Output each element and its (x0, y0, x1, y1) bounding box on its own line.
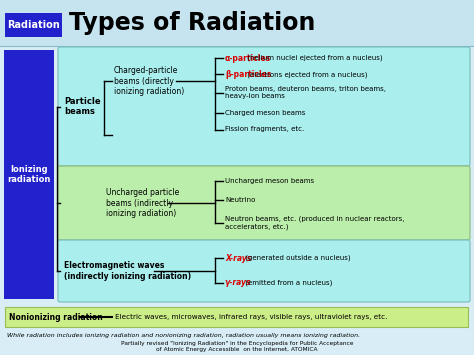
Text: (emitted from a nucleus): (emitted from a nucleus) (243, 279, 332, 286)
Text: Nonionizing radiation: Nonionizing radiation (9, 312, 103, 322)
Text: of Atomic Energy Accessible  on the Internet, ATOMICA: of Atomic Energy Accessible on the Inter… (156, 348, 318, 353)
Text: Fission fragments, etc.: Fission fragments, etc. (225, 126, 304, 132)
Text: β-particles: β-particles (225, 70, 272, 79)
Text: Uncharged particle
beams (indirectly
ionizing radiation): Uncharged particle beams (indirectly ion… (106, 188, 179, 218)
FancyBboxPatch shape (58, 47, 470, 166)
Text: Electromagnetic waves
(indirectly ionizing radiation): Electromagnetic waves (indirectly ionizi… (64, 261, 191, 281)
FancyBboxPatch shape (4, 50, 54, 299)
Text: Proton beams, deuteron beams, triton beams,
heavy-ion beams: Proton beams, deuteron beams, triton bea… (225, 86, 386, 99)
Text: While radiation includes ionizing radiation and nonionizing radiation, radiation: While radiation includes ionizing radiat… (7, 333, 360, 338)
FancyBboxPatch shape (58, 166, 470, 240)
Text: Neutron beams, etc. (produced in nuclear reactors,
accelerators, etc.): Neutron beams, etc. (produced in nuclear… (225, 215, 404, 230)
Text: Uncharged meson beams: Uncharged meson beams (225, 178, 314, 184)
Text: Particle
beams: Particle beams (64, 97, 100, 116)
FancyBboxPatch shape (5, 307, 468, 327)
Text: Ionizing
radiation: Ionizing radiation (7, 165, 51, 184)
Text: Neutrino: Neutrino (225, 197, 255, 202)
Text: Partially revised "Ionizing Radiation" in the Encyclopedia for Public Acceptance: Partially revised "Ionizing Radiation" i… (121, 340, 353, 345)
Text: Types of Radiation: Types of Radiation (69, 11, 315, 35)
FancyBboxPatch shape (5, 13, 62, 37)
Text: α-particles: α-particles (225, 54, 271, 63)
FancyBboxPatch shape (58, 240, 470, 302)
Text: Charged-particle
beams (directly
ionizing radiation): Charged-particle beams (directly ionizin… (114, 66, 184, 96)
Text: Charged meson beams: Charged meson beams (225, 110, 305, 116)
Text: (helium nuclei ejected from a nucleus): (helium nuclei ejected from a nucleus) (245, 55, 383, 61)
Text: Radiation: Radiation (7, 20, 60, 30)
Text: X-rays: X-rays (225, 254, 251, 263)
FancyBboxPatch shape (0, 0, 474, 46)
Text: Electric waves, microwaves, infrared rays, visible rays, ultraviolet rays, etc.: Electric waves, microwaves, infrared ray… (115, 314, 387, 320)
Text: (electrons ejected from a nucleus): (electrons ejected from a nucleus) (245, 71, 367, 77)
Text: (generated outside a nucleus): (generated outside a nucleus) (243, 255, 351, 262)
Text: γ-rays: γ-rays (225, 278, 252, 287)
